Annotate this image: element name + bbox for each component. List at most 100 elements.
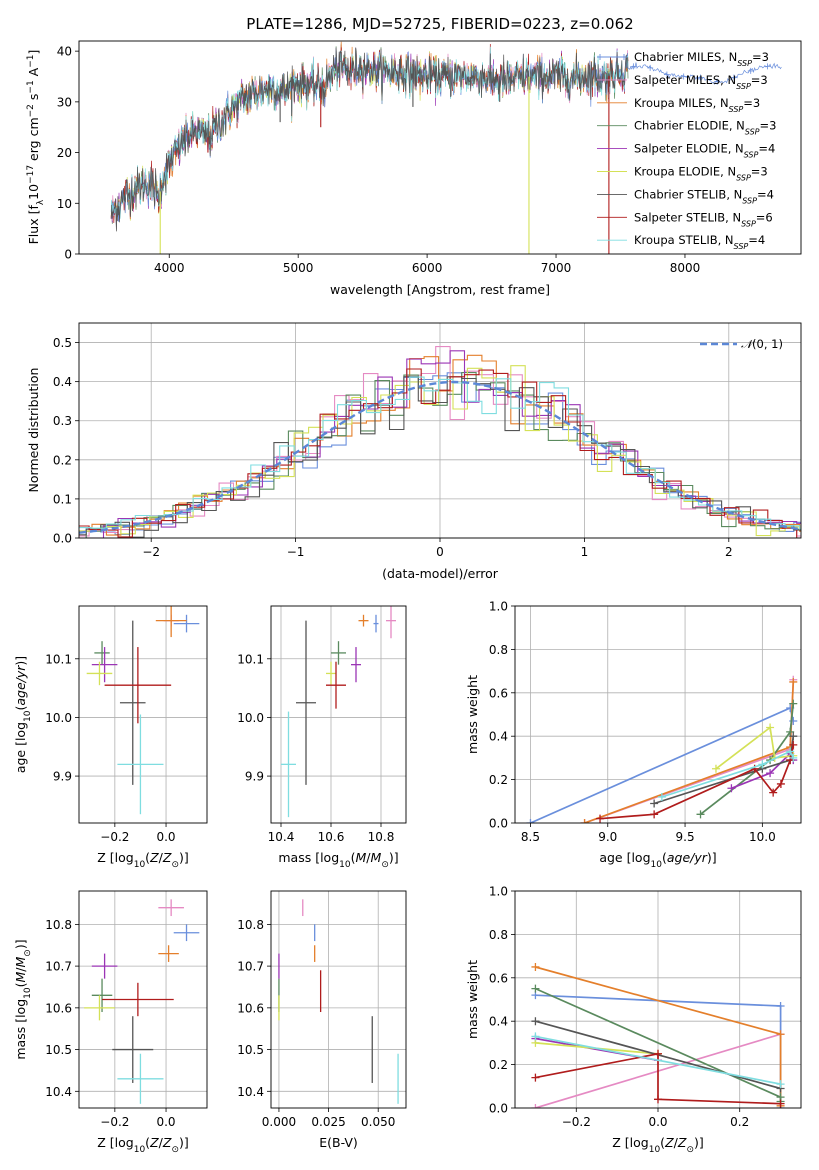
y-tick-label: 10.7 (237, 960, 264, 974)
y-tick-label: 0.2 (53, 453, 72, 467)
y-tick-label: 0.0 (489, 817, 508, 831)
x-tick-label: 0.025 (311, 1115, 345, 1129)
errorbar-salpeter_stelib (104, 647, 172, 724)
weight-marker (758, 760, 767, 769)
gaussian-curve (79, 380, 799, 534)
errorbar-kroupa_stelib (117, 714, 164, 815)
errorbar-chabrier_miles (173, 614, 200, 633)
x-tick-label: 0.0 (156, 830, 175, 844)
errorbar-kroupa_elodie (326, 661, 336, 686)
weight-marker (789, 740, 798, 749)
weight-series-salpeter_stelib (531, 1049, 785, 1108)
weight-series-salpeter_stelib (596, 740, 798, 823)
y-tick-label: 10.5 (45, 1043, 72, 1057)
y-axis-label: Normed distribution (26, 368, 41, 493)
spectrum-legend: Chabrier MILES, NSSP=3 Salpeter MILES, NS… (597, 50, 776, 251)
legend-entry: 𝒩(0, 1) (741, 337, 783, 351)
errorbar-salpeter_stelib (102, 982, 174, 1017)
errorbar-chabrier_miles (373, 614, 379, 633)
weight-series-kroupa_stelib (531, 1032, 785, 1089)
errorbar-salpeter_miles (158, 899, 184, 917)
weight-marker (654, 1095, 662, 1104)
axes-frame (514, 890, 802, 1109)
y-tick-label: 10.6 (237, 1001, 264, 1015)
x-tick-label: 10.8 (368, 830, 395, 844)
residual-panel: −2 −1 0 1 2 0.0 0.1 0.2 0.3 0.4 0.5 (data-model)/er… (26, 322, 802, 581)
weight-marker (727, 784, 736, 793)
y-tick-label: 10.0 (45, 711, 72, 725)
y-tick-label: 0.0 (489, 1102, 508, 1116)
errorbar-kroupa_miles (358, 614, 369, 627)
x-axis-label: age [log10(age/yr)] (599, 850, 716, 870)
mass-vs-metallicity-panel: −0.2 0.0 10.4 10.5 10.6 10.7 10.8 Z [log10(Z/Z⊙… (13, 890, 208, 1155)
x-axis-label: Z [log10(Z/Z⊙)] (97, 850, 189, 870)
y-tick-label: 1.0 (489, 600, 508, 614)
weight-marker (769, 788, 778, 797)
y-tick-label: 9.9 (53, 770, 72, 784)
y-tick-label: 10.1 (237, 652, 264, 666)
x-axis-label: mass [log10(M/M⊙)] (278, 850, 398, 870)
x-axis-label: wavelength [Angstrom, rest frame] (330, 282, 550, 297)
figure-title: PLATE=1286, MJD=52725, FIBERID=0223, z=0… (246, 15, 633, 33)
age-vs-mass-panel-plot (281, 606, 396, 818)
errorbar-chabrier_stelib (296, 620, 316, 785)
legend-entry: Chabrier STELIB, NSSP=4 (634, 187, 774, 205)
weight-marker (789, 753, 798, 762)
y-tick-label: 10.5 (237, 1043, 264, 1057)
x-tick-label: 0 (436, 545, 444, 559)
errorbar-salpeter_miles (386, 606, 396, 639)
axes-frame (270, 890, 407, 1109)
spectrum-marker (630, 63, 637, 70)
y-tick-label: 20 (57, 146, 72, 160)
weight-marker (786, 747, 795, 756)
spectrum-panel-plot (110, 41, 782, 254)
x-tick-label: 8000 (670, 261, 701, 275)
legend-marker (597, 54, 625, 60)
y-axis-label: mass weight (465, 675, 480, 754)
spectrum-panel: 4000 5000 6000 7000 8000 0 10 20 30 40 wavelength … (26, 40, 802, 297)
axes-frame (270, 605, 407, 824)
x-tick-label: 5000 (283, 261, 314, 275)
spectrum-marker (663, 71, 670, 78)
x-tick-label: −2 (142, 545, 160, 559)
y-tick-label: 0.6 (489, 686, 508, 700)
weight-marker (650, 799, 659, 808)
spectrum-marker (647, 64, 654, 71)
spectrum-series-chabrier_stelib (110, 47, 629, 232)
x-tick-label: 10.4 (268, 830, 295, 844)
axes-frame (78, 322, 802, 539)
x-tick-label: 9.5 (676, 830, 695, 844)
weight-marker (766, 769, 775, 778)
x-tick-label: 6000 (412, 261, 443, 275)
y-tick-label: 10.1 (45, 652, 72, 666)
weight-marker (711, 764, 720, 773)
x-tick-label: 0.000 (262, 1115, 296, 1129)
y-tick-label: 10.4 (237, 1085, 264, 1099)
age-vs-mass-panel: 10.4 10.6 10.8 9.9 10.0 10.1 mass [log10(M/M⊙)… (237, 605, 407, 870)
weight-marker (696, 810, 705, 819)
y-tick-label: 1.0 (489, 885, 508, 899)
axes-frame (78, 605, 208, 824)
weight-series-kroupa_stelib (657, 747, 798, 801)
errorbar-salpeter_stelib (326, 661, 346, 709)
y-tick-label: 0.4 (489, 1015, 508, 1029)
y-tick-label: 0.1 (53, 492, 72, 506)
weight-marker (657, 792, 666, 801)
x-tick-label: −0.2 (100, 1115, 129, 1129)
errorbar-chabrier_stelib (119, 620, 146, 785)
weight-vs-age-panel: 8.5 9.0 9.5 10.0 0.0 0.2 0.4 0.6 0.8 1.0 age [log1… (465, 600, 802, 870)
x-tick-label: 0.050 (361, 1115, 395, 1129)
mass-vs-extinction-panel-plot (278, 899, 399, 1104)
spectrum-marker (697, 74, 704, 81)
spectrum-marker (764, 63, 771, 70)
errorbar-chabrier_elodie (91, 978, 113, 1013)
legend-entry: Kroupa STELIB, NSSP=4 (634, 233, 765, 251)
errorbar-chabrier_elodie (331, 641, 346, 665)
y-axis-label: age [log10(age/yr)] (13, 656, 33, 773)
weight-vs-metallicity-panel-plot (531, 962, 785, 1108)
legend-entry: Salpeter MILES, NSSP=3 (634, 73, 768, 91)
weight-marker (531, 1017, 540, 1026)
x-tick-label: 10.0 (749, 830, 776, 844)
y-tick-label: 0.8 (489, 643, 508, 657)
